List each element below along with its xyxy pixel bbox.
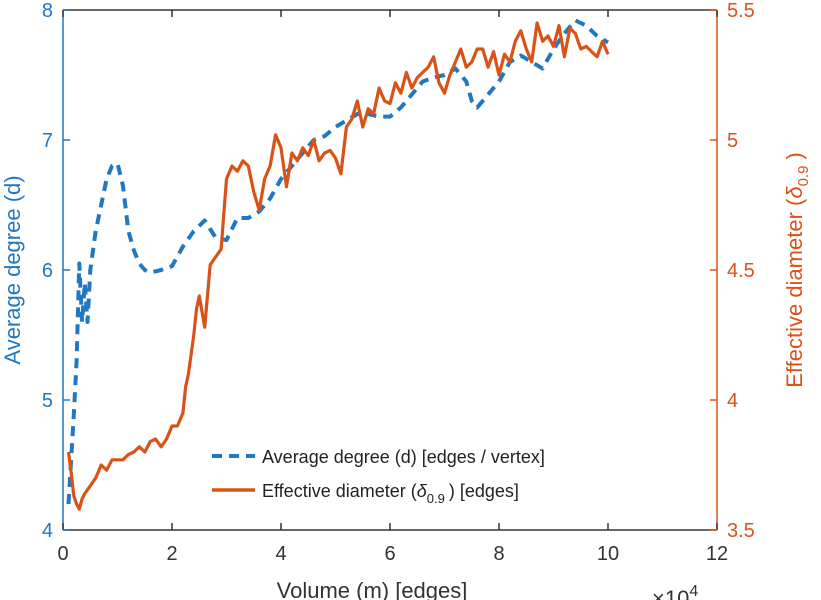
y-left-tick-label: 7 [42,130,53,152]
y-left-axis-title: Average degree (d) [0,175,25,364]
legend-label-effective-diameter: Effective diameter (δ0.9 ) [edges] [262,481,519,506]
legend-label-suffix: ) [edges] [449,481,519,501]
legend: Average degree (d) [edges / vertex] Effe… [212,447,545,506]
y-right-title-text: Effective diameter ( [782,198,807,388]
x-axis-multiplier: ×104 [652,583,698,600]
y-right-axis-title: Effective diameter (δ0.9) [782,152,812,388]
legend-label-average-degree: Average degree (d) [edges / vertex] [262,447,545,467]
y-left-tick-label: 4 [42,520,53,542]
y-left-tick-label: 8 [42,0,53,22]
y-left-tick-label: 5 [42,390,53,412]
x-tick-label: 0 [57,543,68,565]
y-left-tick-label: 6 [42,260,53,282]
y-right-tick-label: 4 [727,390,738,412]
x-axis-multiplier-exponent: 4 [689,583,698,600]
x-tick-label: 6 [384,543,395,565]
x-axis-multiplier-base: ×10 [652,586,689,600]
legend-label-subscript: 0.9 [427,491,445,506]
y-right-title-symbol: δ [782,186,807,199]
series-layer [66,18,610,511]
y-right-title-subscript: 0.9 [795,166,812,187]
x-tick-label: 2 [166,543,177,565]
x-tick-label: 12 [706,543,728,565]
legend-label-prefix: Effective diameter ( [262,481,417,501]
y-right-title-close: ) [782,152,807,159]
y-right-tick-label: 5 [727,130,738,152]
series-effective-diameter-line [66,21,610,511]
legend-label-symbol: δ [417,481,428,501]
ticks-layer: 0 2 4 6 8 10 12 4 5 6 7 8 3.5 4 4.5 5 5.5 [42,0,755,565]
y-right-tick-label: 5.5 [727,0,755,22]
x-tick-label: 8 [493,543,504,565]
plot-area [63,10,717,530]
x-tick-label: 4 [275,543,286,565]
y-right-tick-label: 3.5 [727,520,755,542]
x-axis-title: Volume (m) [edges] [277,578,468,600]
y-right-tick-label: 4.5 [727,260,755,282]
x-tick-label: 10 [597,543,619,565]
